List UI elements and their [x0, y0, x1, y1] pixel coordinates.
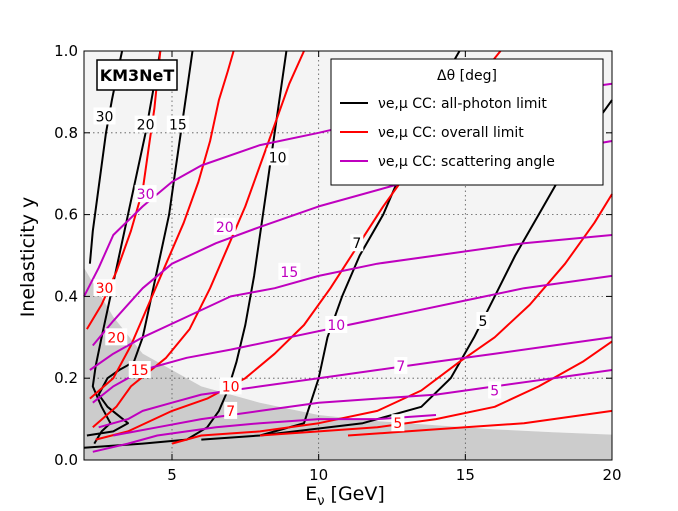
- x-axis-label: Eν [GeV]: [305, 483, 385, 509]
- contour-label-bg: [134, 115, 157, 133]
- contour-label: 20: [216, 220, 234, 236]
- y-tick-label: 0.2: [54, 369, 78, 387]
- contour-label: 20: [137, 118, 155, 134]
- contour-line: [259, 340, 613, 437]
- contour-label-bg: [266, 148, 289, 166]
- contour-labels: 30 20 15 10 7 5 30 20 15 10 7 5 30 20 15 10 7 5: [93, 107, 502, 432]
- badge: KM3NeT: [96, 59, 178, 91]
- y-tick-label: 0.4: [54, 287, 78, 305]
- legend-title: Δθ [deg]: [437, 68, 497, 84]
- contour-label-bg: [224, 401, 238, 419]
- contour-series: 30 20 15 10 7 5 30 20 15 10 7 5 30 20 15 10 7 5: [83, 50, 613, 453]
- contour-label-bg: [213, 217, 236, 235]
- contour-line: [92, 414, 437, 453]
- contour-line: [86, 50, 162, 330]
- y-tick-label: 1.0: [54, 42, 78, 60]
- contour-label-bg: [391, 414, 405, 432]
- contour-label-bg: [488, 381, 502, 399]
- contour-label-bg: [93, 107, 116, 125]
- contour-label: 15: [280, 265, 298, 281]
- x-tick-label: 20: [602, 466, 621, 484]
- legend-label: νe,μ CC: all-photon limit: [378, 96, 547, 112]
- badge-box: [96, 59, 178, 91]
- contour-line: [113, 369, 613, 437]
- contour-label: 10: [222, 379, 240, 395]
- x-tick-label: 15: [456, 466, 475, 484]
- contour-label: 15: [169, 118, 187, 134]
- contour-label: 15: [131, 363, 149, 379]
- contour-label-bg: [325, 316, 348, 334]
- contour-label-bg: [93, 279, 116, 297]
- y-tick-label: 0.8: [54, 124, 78, 142]
- contour-label: 5: [478, 314, 487, 330]
- contour-label-bg: [350, 234, 364, 252]
- contour-label: 30: [96, 281, 114, 297]
- plot-frame: [83, 50, 613, 461]
- contour-line: [98, 336, 613, 429]
- contour-label: 10: [327, 318, 345, 334]
- contour-label-bg: [219, 377, 242, 395]
- contour-label: 30: [96, 109, 114, 125]
- contour-label: 7: [396, 359, 405, 375]
- contour-label: 5: [393, 416, 402, 432]
- shaded-region-dark: [84, 267, 612, 460]
- contour-line: [347, 409, 613, 437]
- contour-line: [89, 234, 613, 371]
- contour-line: [89, 50, 235, 400]
- contour-line: [171, 193, 613, 445]
- contour-label: 5: [490, 383, 499, 399]
- x-axis-label-main: E: [305, 483, 317, 505]
- badge-label: KM3NeT: [100, 66, 175, 85]
- x-axis-label-sub: ν: [317, 494, 324, 509]
- legend-entries: νe,μ CC: all-photon limit νe,μ CC: overal…: [340, 96, 555, 170]
- x-axis-label-unit: [GeV]: [325, 483, 385, 505]
- legend-label: νe,μ CC: scattering angle: [378, 154, 555, 170]
- contour-label-bg: [278, 262, 301, 280]
- legend-box: [330, 58, 604, 186]
- contour-label-bg: [394, 356, 408, 374]
- contour-label-bg: [128, 361, 151, 379]
- contour-label-bg: [476, 311, 490, 329]
- contour-label-bg: [105, 328, 128, 346]
- contour-label: 10: [269, 150, 287, 166]
- y-axis-label: Inelasticity y: [17, 197, 39, 318]
- x-tick-label: 10: [309, 466, 328, 484]
- legend-label: νe,μ CC: overall limit: [378, 125, 524, 141]
- contour-line: [91, 50, 162, 445]
- contour-label: 7: [226, 404, 235, 420]
- y-tick-label: 0.0: [54, 451, 78, 469]
- x-tick-label: 5: [167, 466, 177, 484]
- y-tick-label: 0.6: [54, 206, 78, 224]
- contour-label: 20: [107, 330, 125, 346]
- contour-label-bg: [166, 115, 189, 133]
- contour-label-bg: [134, 185, 157, 203]
- axis-ticks: 5 10 15 20 0.0 0.2 0.4 0.6 0.8 1.0: [54, 42, 621, 484]
- contour-line: [86, 50, 194, 437]
- contour-label: 30: [137, 187, 155, 203]
- contour-label: 7: [352, 236, 361, 252]
- contour-line: [92, 50, 305, 429]
